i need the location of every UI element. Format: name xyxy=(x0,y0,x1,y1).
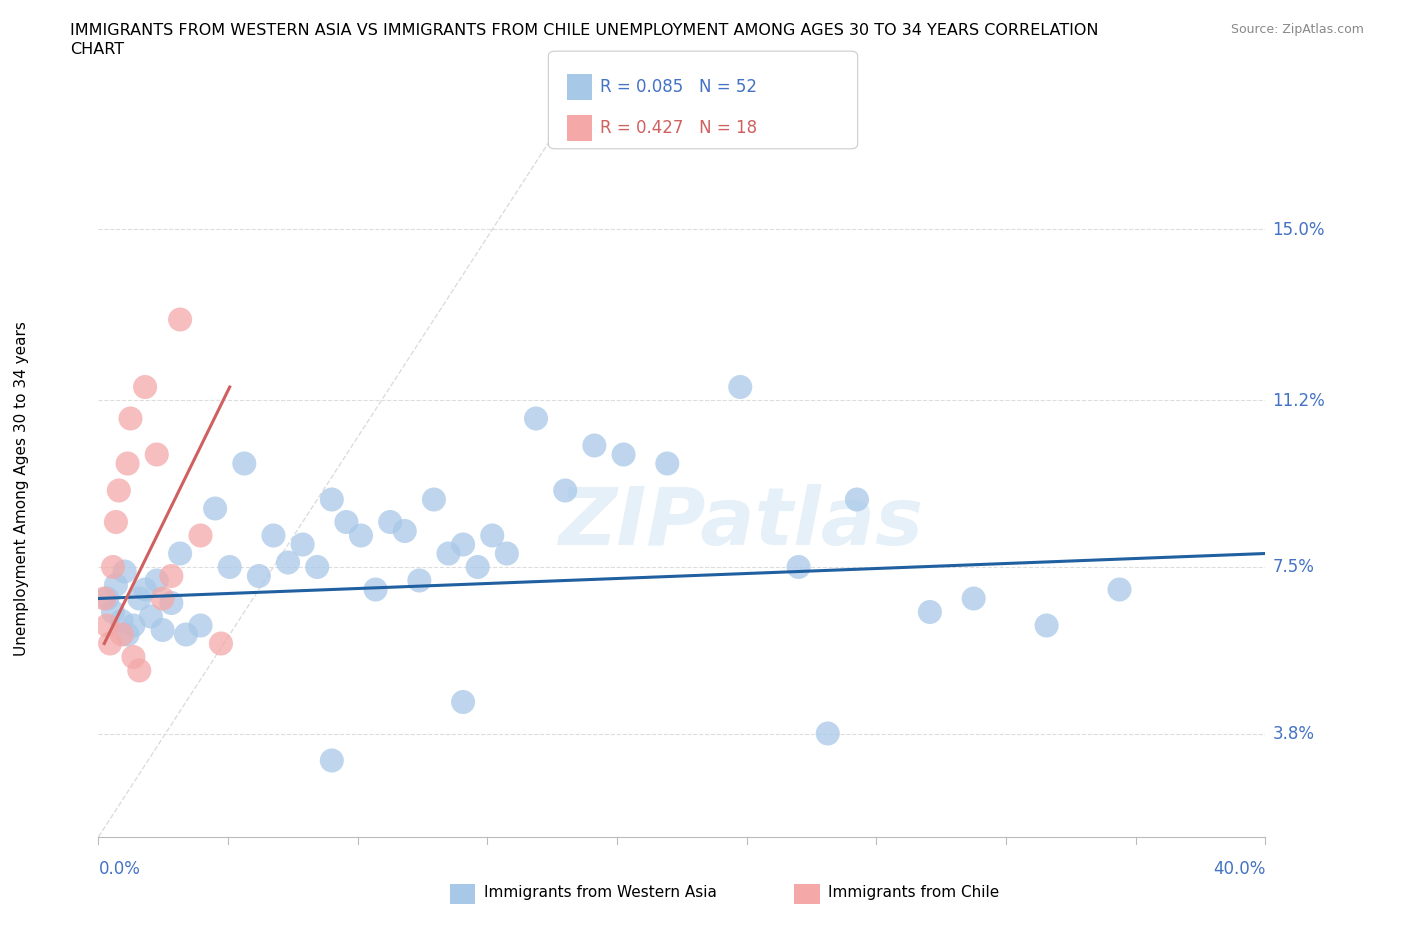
Point xyxy=(101,604,124,619)
Text: Unemployment Among Ages 30 to 34 years: Unemployment Among Ages 30 to 34 years xyxy=(14,321,28,656)
Point xyxy=(307,560,329,575)
Point xyxy=(1108,582,1130,597)
Point xyxy=(524,411,547,426)
Text: Immigrants from Western Asia: Immigrants from Western Asia xyxy=(484,885,717,900)
Point xyxy=(364,582,387,597)
Point xyxy=(120,411,142,426)
Point xyxy=(335,514,357,529)
Point xyxy=(204,501,226,516)
Point xyxy=(96,591,118,606)
Point xyxy=(918,604,941,619)
Text: 15.0%: 15.0% xyxy=(1272,220,1324,238)
Point xyxy=(321,753,343,768)
Point xyxy=(408,573,430,588)
Point xyxy=(583,438,606,453)
Point xyxy=(104,514,127,529)
Text: 11.2%: 11.2% xyxy=(1272,392,1326,409)
Point xyxy=(291,537,314,551)
Point xyxy=(111,627,134,642)
Point xyxy=(128,663,150,678)
Point xyxy=(962,591,984,606)
Text: R = 0.427   N = 18: R = 0.427 N = 18 xyxy=(600,119,758,138)
Point xyxy=(657,456,679,471)
Point xyxy=(169,546,191,561)
Point xyxy=(262,528,284,543)
Text: 3.8%: 3.8% xyxy=(1272,724,1315,742)
Point xyxy=(152,591,174,606)
Point xyxy=(467,560,489,575)
Point xyxy=(146,447,169,462)
Point xyxy=(481,528,503,543)
Point xyxy=(190,618,212,633)
Point xyxy=(554,483,576,498)
Point xyxy=(146,573,169,588)
Point xyxy=(451,537,474,551)
Point xyxy=(277,555,299,570)
Point xyxy=(209,636,232,651)
Point xyxy=(247,568,270,583)
Point xyxy=(134,379,156,394)
Point xyxy=(169,312,191,327)
Point xyxy=(108,483,131,498)
Point xyxy=(787,560,810,575)
Point xyxy=(101,560,124,575)
Point xyxy=(117,627,139,642)
Text: ZIPatlas: ZIPatlas xyxy=(558,485,922,562)
Point xyxy=(111,614,134,629)
Point xyxy=(98,636,121,651)
Point xyxy=(495,546,517,561)
Point xyxy=(114,565,136,579)
Point xyxy=(1035,618,1057,633)
Point xyxy=(93,591,115,606)
Point xyxy=(437,546,460,561)
Point xyxy=(96,618,118,633)
Point xyxy=(350,528,373,543)
Point xyxy=(152,622,174,637)
Point xyxy=(451,695,474,710)
Text: CHART: CHART xyxy=(70,42,124,57)
Point xyxy=(134,582,156,597)
Point xyxy=(845,492,868,507)
Point xyxy=(139,609,162,624)
Text: Source: ZipAtlas.com: Source: ZipAtlas.com xyxy=(1230,23,1364,36)
Point xyxy=(378,514,402,529)
Text: Immigrants from Chile: Immigrants from Chile xyxy=(828,885,1000,900)
Point xyxy=(128,591,150,606)
Point xyxy=(122,618,145,633)
Point xyxy=(423,492,446,507)
Point xyxy=(190,528,212,543)
Text: 7.5%: 7.5% xyxy=(1272,558,1315,576)
Point xyxy=(174,627,197,642)
Point xyxy=(321,492,343,507)
Point xyxy=(394,524,416,538)
Point xyxy=(817,726,839,741)
Point xyxy=(160,568,183,583)
Text: R = 0.085   N = 52: R = 0.085 N = 52 xyxy=(600,78,758,96)
Point xyxy=(218,560,240,575)
Point xyxy=(104,578,127,592)
Text: 40.0%: 40.0% xyxy=(1213,860,1265,878)
Point xyxy=(117,456,139,471)
Text: 0.0%: 0.0% xyxy=(98,860,141,878)
Point xyxy=(730,379,752,394)
Point xyxy=(612,447,634,462)
Point xyxy=(160,595,183,610)
Text: IMMIGRANTS FROM WESTERN ASIA VS IMMIGRANTS FROM CHILE UNEMPLOYMENT AMONG AGES 30: IMMIGRANTS FROM WESTERN ASIA VS IMMIGRAN… xyxy=(70,23,1099,38)
Point xyxy=(122,649,145,664)
Point xyxy=(233,456,256,471)
